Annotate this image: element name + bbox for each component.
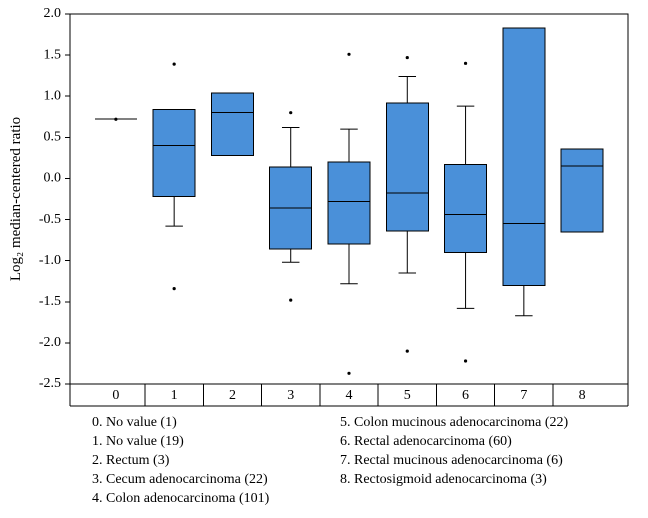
legend-item: 7. Rectal mucinous adenocarcinoma (6) [340,451,568,470]
svg-text:-2.0: -2.0 [39,335,61,350]
svg-text:-0.5: -0.5 [39,212,61,227]
svg-text:-1.5: -1.5 [39,294,61,309]
legend-item: 4. Colon adenocarcinoma (101) [92,489,269,508]
svg-text:-1.0: -1.0 [39,253,61,268]
svg-text:0.5: 0.5 [44,130,62,145]
svg-text:8: 8 [579,388,586,403]
legend-item: 5. Colon mucinous adenocarcinoma (22) [340,413,568,432]
legend-item: 6. Rectal adenocarcinoma (60) [340,432,568,451]
svg-text:5: 5 [404,388,411,403]
legend-item: 8. Rectosigmoid adenocarcinoma (3) [340,470,568,489]
svg-text:7: 7 [520,388,527,403]
svg-text:4: 4 [346,388,353,403]
svg-text:0.0: 0.0 [44,171,62,186]
svg-text:-2.5: -2.5 [39,376,61,391]
legend-item: 2. Rectum (3) [92,451,269,470]
svg-text:2: 2 [229,388,236,403]
legend-item: 0. No value (1) [92,413,269,432]
svg-text:Log₂ median-centered ratio: Log₂ median-centered ratio [8,117,24,281]
legend-item: 3. Cecum adenocarcinoma (22) [92,470,269,489]
boxplot-chart: -2.5 -2.0 -1.5 -1.0 -0.5 0.0 0.5 1.0 1.5 2.0 Log₂ … [0,0,648,408]
legend-item: 1. No value (19) [92,432,269,451]
svg-text:2.0: 2.0 [44,6,62,21]
svg-text:6: 6 [462,388,469,403]
legend-column: 0. No value (1)1. No value (19)2. Rectum… [92,413,269,508]
legend-column: 5. Colon mucinous adenocarcinoma (22)6. … [340,413,568,489]
svg-text:0: 0 [112,388,119,403]
svg-text:3: 3 [287,388,294,403]
svg-text:1: 1 [171,388,178,403]
svg-text:1.5: 1.5 [44,47,62,62]
svg-text:1.0: 1.0 [44,88,62,103]
